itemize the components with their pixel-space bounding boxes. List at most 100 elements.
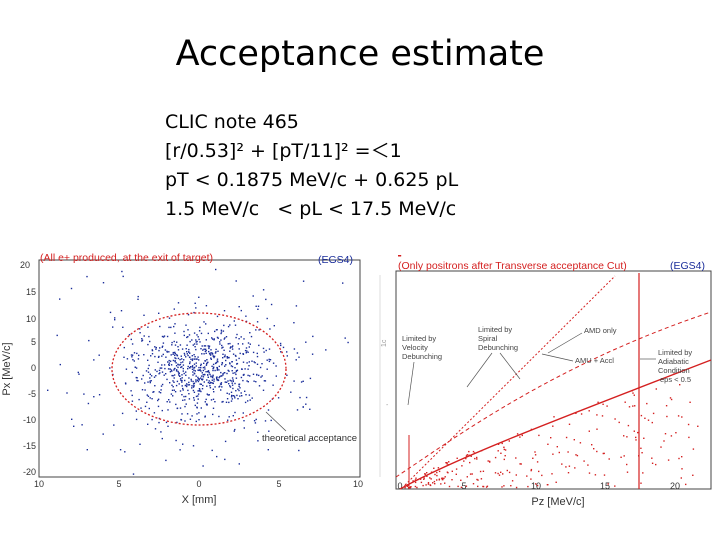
scatter-point <box>422 484 424 487</box>
scatter-point <box>436 471 438 474</box>
scatter-point <box>255 305 257 307</box>
scatter-point <box>191 415 193 417</box>
scatter-point <box>503 446 505 448</box>
scatter-point <box>183 334 185 337</box>
scatter-point <box>88 339 90 342</box>
scatter-point <box>197 376 199 379</box>
scatter-point <box>150 375 153 377</box>
scatter-point <box>238 383 240 386</box>
scatter-point <box>234 382 236 385</box>
scatter-point <box>204 368 206 370</box>
scatter-point <box>515 474 517 476</box>
scatter-point <box>426 475 428 477</box>
scatter-point <box>555 481 557 483</box>
scatter-point <box>200 367 202 369</box>
scatter-point <box>476 456 478 459</box>
scatter-point <box>212 355 214 357</box>
upper-acceptance-curve <box>395 311 712 478</box>
adiabatic-annotation: Limited by <box>658 348 692 357</box>
scatter-point <box>163 335 166 337</box>
scatter-point <box>132 359 134 361</box>
scatter-point <box>141 389 144 391</box>
scatter-point <box>476 478 478 481</box>
scatter-point <box>182 364 185 366</box>
scatter-point <box>218 376 220 379</box>
scatter-point <box>580 413 583 415</box>
left-plot-code: (EGS4) <box>318 254 353 266</box>
scatter-point <box>121 270 123 273</box>
scatter-point <box>252 351 255 354</box>
scatter-point <box>275 365 277 367</box>
scatter-point <box>109 367 111 369</box>
scatter-point <box>135 367 138 369</box>
scatter-point <box>122 326 124 328</box>
scatter-point <box>210 376 212 378</box>
scatter-point <box>466 476 468 478</box>
scatter-point <box>181 413 183 415</box>
scatter-point <box>139 332 141 334</box>
scatter-point <box>172 395 174 397</box>
scatter-point <box>221 344 223 347</box>
scatter-point <box>179 407 182 409</box>
scatter-point <box>214 369 216 372</box>
scatter-point <box>229 362 231 364</box>
scatter-point <box>232 395 234 397</box>
scatter-point <box>487 460 489 462</box>
scatter-point <box>536 484 539 487</box>
scatter-point <box>202 369 205 372</box>
scatter-point <box>251 397 253 399</box>
scatter-point <box>597 401 599 403</box>
scatter-point <box>192 371 194 373</box>
scatter-point <box>71 418 73 420</box>
scatter-point <box>258 329 260 331</box>
scatter-point <box>199 341 201 343</box>
scatter-point <box>256 355 259 358</box>
scatter-point <box>157 361 159 363</box>
left-ytick: 0 <box>31 363 36 373</box>
scatter-point <box>177 363 179 365</box>
scatter-point <box>151 353 154 355</box>
scatter-point <box>302 406 304 408</box>
scatter-point <box>186 385 188 388</box>
scatter-point <box>591 444 593 446</box>
scatter-point <box>646 402 648 405</box>
scatter-point <box>677 415 680 417</box>
scatter-point <box>295 305 298 307</box>
scatter-point <box>209 382 211 385</box>
scatter-point <box>596 414 598 416</box>
scatter-point <box>231 346 233 348</box>
scatter-point <box>193 384 195 387</box>
scatter-point <box>280 351 282 353</box>
amd-only-annotation: AMD only <box>584 326 617 335</box>
scatter-point <box>438 479 440 481</box>
scatter-point <box>234 354 237 357</box>
scatter-point <box>205 371 207 373</box>
scatter-point <box>158 349 160 352</box>
scatter-point <box>198 419 200 421</box>
scatter-point <box>175 403 177 406</box>
scatter-point <box>429 477 431 479</box>
scatter-point <box>242 374 245 376</box>
scatter-point <box>166 401 168 403</box>
scatter-point <box>252 295 254 297</box>
scatter-point <box>593 448 595 450</box>
scatter-point <box>175 439 177 442</box>
scatter-point <box>472 483 475 485</box>
scatter-point <box>181 366 183 368</box>
scatter-point <box>246 380 248 382</box>
scatter-point <box>170 393 173 395</box>
scatter-point <box>624 401 626 403</box>
scatter-point <box>596 450 598 453</box>
scatter-point <box>203 362 205 364</box>
scatter-point <box>655 463 657 466</box>
scatter-point <box>455 473 457 475</box>
scatter-point <box>157 356 160 358</box>
scatter-point <box>149 373 151 375</box>
scatter-point <box>161 355 163 357</box>
scatter-point <box>200 407 202 409</box>
amu-accel-annotation: AMU + Accl <box>575 356 614 365</box>
scatter-point <box>479 470 482 473</box>
scatter-point <box>144 382 146 384</box>
scatter-point <box>231 394 233 397</box>
scatter-point <box>200 363 202 365</box>
